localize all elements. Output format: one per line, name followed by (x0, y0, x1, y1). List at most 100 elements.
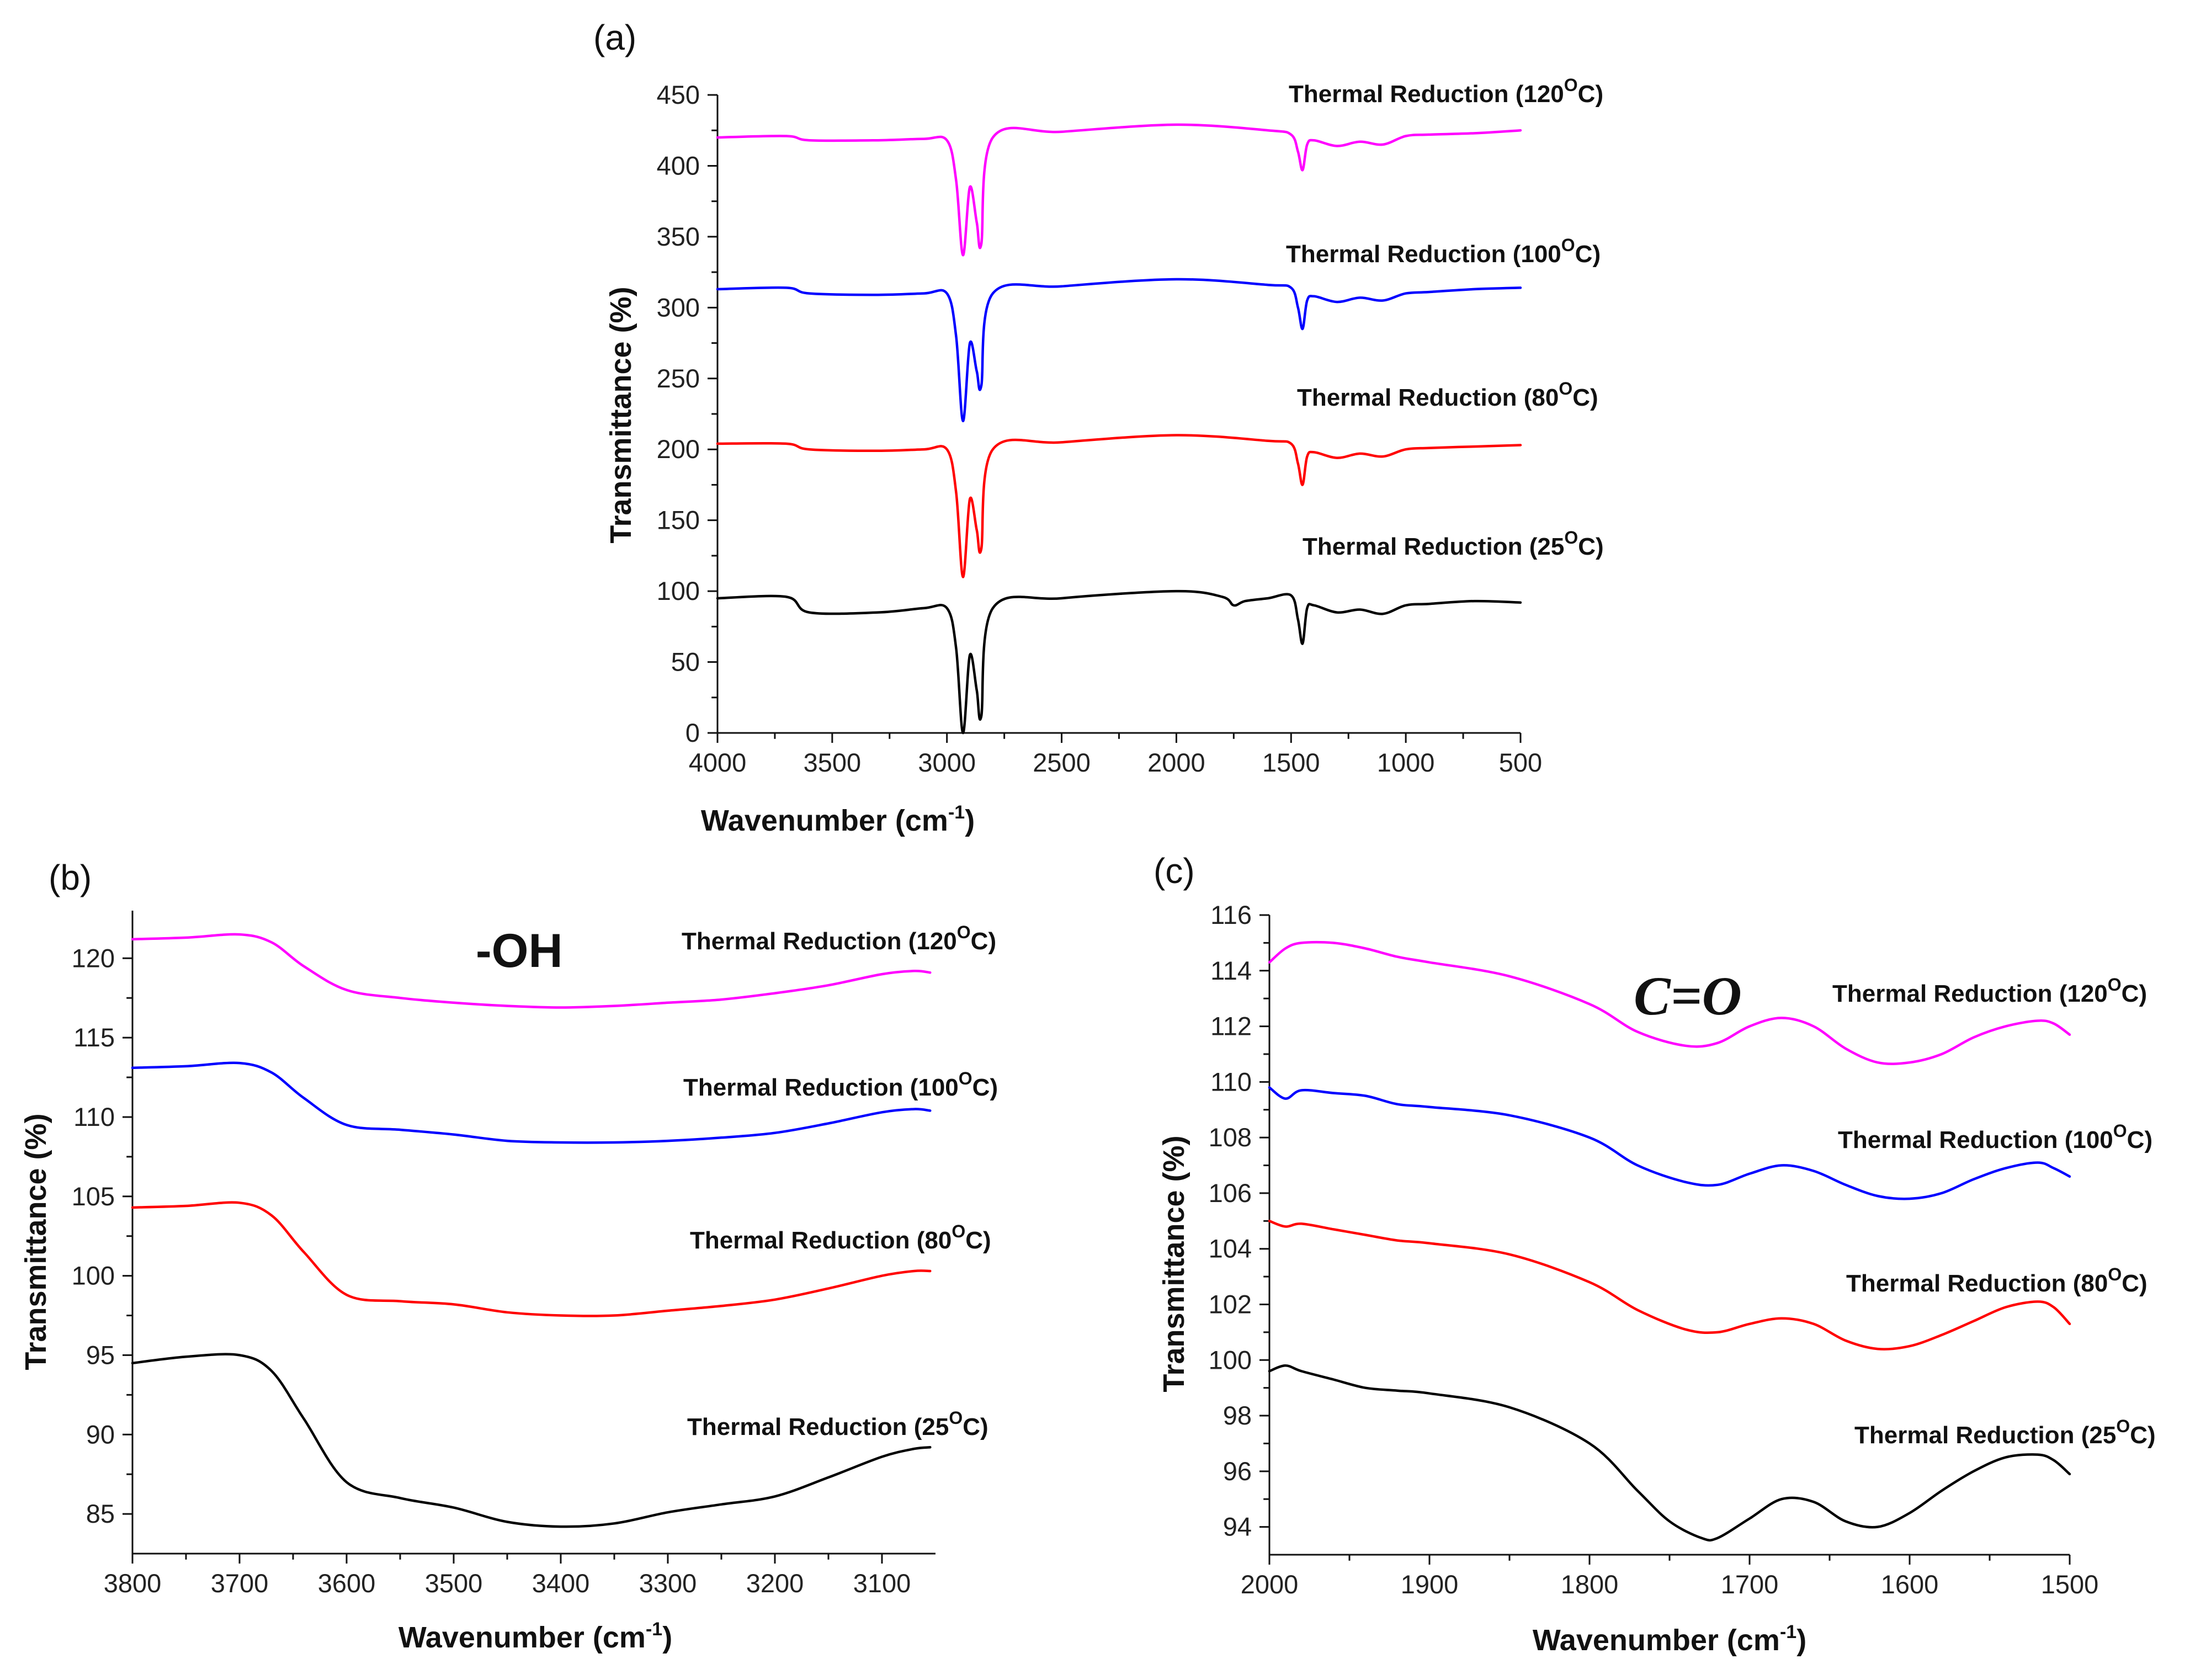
panel-c-label: (c) (1154, 851, 1195, 891)
y-tick-label: 106 (1209, 1178, 1252, 1208)
y-tick-label: 85 (86, 1499, 115, 1528)
series-label: Thermal Reduction (120OC) (1289, 75, 1603, 108)
series-line-80C (1268, 1220, 2071, 1351)
series-line-25C (716, 589, 1522, 735)
series-line-120C (131, 933, 932, 1009)
x-tick-label: 500 (1499, 748, 1542, 777)
series-label: Thermal Reduction (25OC) (1303, 528, 1604, 560)
series-label: Thermal Reduction (80OC) (1297, 379, 1598, 411)
y-tick-label: 100 (72, 1261, 115, 1290)
series-label: Thermal Reduction (80OC) (1846, 1264, 2147, 1297)
panel-b-curves (131, 933, 932, 1528)
x-tick-label: 3500 (804, 748, 862, 777)
series-line-25C (1268, 1364, 2071, 1542)
y-tick-label: 200 (657, 434, 700, 464)
y-tick-label: 100 (657, 576, 700, 605)
series-line-120C (716, 123, 1522, 257)
x-tick-label: 2000 (1241, 1570, 1299, 1599)
panel-b-chart: (b) 3800 3700 3600 3500 3400 3300 3200 3100 85 90… (19, 858, 998, 1654)
panel-b-y-axis-title: Transmittance (%) (19, 1113, 52, 1370)
y-tick-label: 104 (1209, 1234, 1252, 1263)
panel-a-ticks: 4000 3500 3000 2500 2000 1500 1000 500 0 50 100 150… (657, 80, 1543, 777)
y-tick-label: 100 (1209, 1345, 1252, 1374)
panel-a-label: (a) (593, 18, 636, 57)
series-line-25C (131, 1353, 932, 1528)
panel-b-ticks: 3800 3700 3600 3500 3400 3300 3200 3100 85 90 95 10… (72, 943, 911, 1598)
y-tick-label: 115 (73, 1023, 115, 1052)
series-label: Thermal Reduction (25OC) (687, 1408, 988, 1440)
panel-c-y-axis-title: Transmittance (%) (1157, 1135, 1190, 1392)
panel-c-curves (1268, 940, 2071, 1542)
series-label: Thermal Reduction (100OC) (1838, 1121, 2152, 1153)
x-tick-label: 3800 (104, 1569, 162, 1598)
y-tick-label: 250 (657, 364, 700, 393)
series-line-100C (716, 278, 1522, 423)
y-tick-label: 400 (657, 151, 700, 180)
y-tick-label: 90 (86, 1420, 115, 1449)
y-tick-label: 110 (1210, 1067, 1252, 1096)
y-tick-label: 116 (1210, 900, 1252, 929)
y-tick-label: 94 (1223, 1512, 1252, 1541)
series-label: Thermal Reduction (100OC) (1286, 235, 1601, 268)
panel-c-chart: (c) 2000 1900 1800 1700 1600 1500 94 96 98 100 102… (1154, 851, 2156, 1657)
y-tick-label: 450 (657, 80, 700, 109)
x-tick-label: 3400 (532, 1569, 590, 1598)
panel-a-y-axis-title: Transmittance (%) (604, 286, 637, 543)
series-label: Thermal Reduction (25OC) (1854, 1416, 2156, 1449)
x-tick-label: 2000 (1147, 748, 1205, 777)
panel-a-axes (716, 95, 1521, 734)
panel-b-label: (b) (49, 858, 92, 897)
panel-a-x-axis-title: Wavenumber (cm-1) (701, 802, 975, 837)
y-tick-label: 112 (1210, 1012, 1252, 1041)
y-tick-label: 0 (685, 718, 700, 747)
series-line-120C (1268, 940, 2071, 1065)
x-tick-label: 1500 (2041, 1570, 2099, 1599)
series-label: Thermal Reduction (120OC) (1832, 975, 2147, 1007)
y-tick-label: 114 (1210, 956, 1252, 985)
series-line-80C (716, 434, 1522, 578)
x-tick-label: 3700 (211, 1569, 269, 1598)
x-tick-label: 1500 (1262, 748, 1320, 777)
series-label: Thermal Reduction (120OC) (682, 922, 996, 955)
y-tick-label: 110 (73, 1102, 115, 1131)
panel-b-series-labels: Thermal Reduction (120OC) Thermal Reducti… (682, 922, 998, 1440)
y-tick-label: 108 (1209, 1123, 1252, 1152)
panel-c-x-axis-title: Wavenumber (cm-1) (1533, 1621, 1806, 1657)
x-tick-label: 3200 (746, 1569, 804, 1598)
x-tick-label: 1800 (1561, 1570, 1619, 1599)
panel-c-annotation-co: C=O (1634, 965, 1742, 1027)
panel-a-series-labels: Thermal Reduction (120OC) Thermal Reducti… (1286, 75, 1604, 560)
y-tick-label: 350 (657, 222, 700, 251)
x-tick-label: 3500 (425, 1569, 483, 1598)
y-tick-label: 120 (72, 943, 115, 972)
series-label: Thermal Reduction (80OC) (690, 1221, 991, 1254)
panel-a-chart: (a) 4000 3500 3000 2500 2000 1500 1000 500 0 50 10… (593, 18, 1604, 837)
series-label: Thermal Reduction (100OC) (683, 1068, 998, 1101)
panel-c-ticks: 2000 1900 1800 1700 1600 1500 94 96 98 100 102 104 1… (1209, 900, 2099, 1599)
x-tick-label: 1700 (1721, 1570, 1779, 1599)
x-tick-label: 3100 (853, 1569, 911, 1598)
panel-b-annotation-oh: -OH (476, 924, 563, 977)
y-tick-label: 105 (72, 1182, 115, 1211)
panel-a-curves (716, 123, 1522, 735)
x-tick-label: 2500 (1033, 748, 1091, 777)
x-tick-label: 4000 (689, 748, 747, 777)
x-tick-label: 1000 (1377, 748, 1435, 777)
y-tick-label: 102 (1209, 1289, 1252, 1319)
panel-b-x-axis-title: Wavenumber (cm-1) (398, 1619, 672, 1654)
series-line-100C (1268, 1086, 2071, 1200)
x-tick-label: 1900 (1401, 1570, 1459, 1599)
y-tick-label: 96 (1223, 1456, 1252, 1486)
y-tick-label: 50 (671, 647, 700, 677)
y-tick-label: 150 (657, 506, 700, 535)
x-tick-label: 3600 (318, 1569, 376, 1598)
x-tick-label: 3000 (918, 748, 976, 777)
series-line-100C (131, 1061, 932, 1144)
x-tick-label: 3300 (639, 1569, 697, 1598)
x-tick-label: 1600 (1881, 1570, 1939, 1599)
y-tick-label: 300 (657, 293, 700, 322)
y-tick-label: 95 (86, 1340, 115, 1369)
panel-b-axes (131, 911, 935, 1555)
y-tick-label: 98 (1223, 1401, 1252, 1430)
